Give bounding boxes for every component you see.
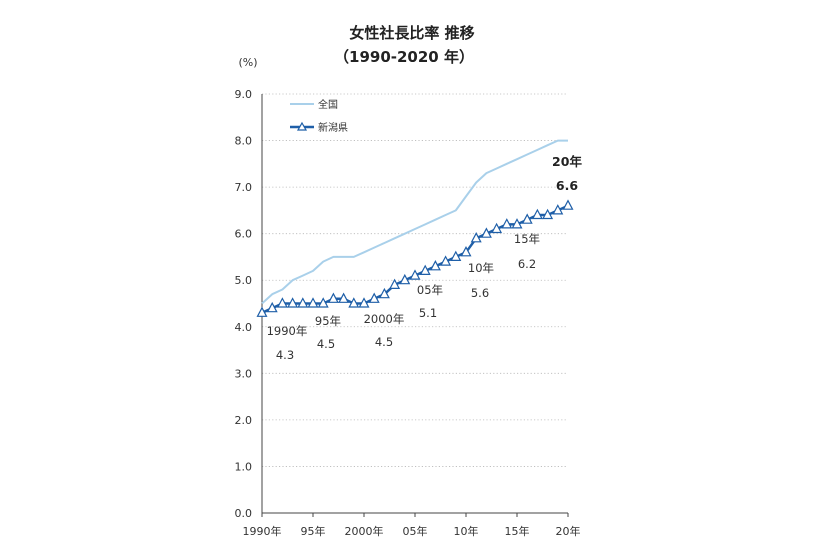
data-point-marker — [491, 222, 503, 234]
data-point-marker — [542, 208, 554, 220]
x-tick-label: 2000年 — [345, 524, 384, 538]
annotation-year: 95年 — [315, 314, 341, 328]
data-point-marker — [399, 273, 411, 285]
annotation-value: 6.2 — [518, 257, 536, 271]
annotation-value: 5.1 — [419, 306, 437, 320]
x-tick-label: 1990年 — [243, 524, 282, 538]
y-tick-label: 7.0 — [235, 181, 253, 194]
annotation-value: 6.6 — [556, 178, 578, 193]
annotation-year: 2000年 — [364, 312, 405, 326]
annotation-value: 4.5 — [317, 337, 335, 351]
gridlines — [262, 93, 568, 467]
data-point-marker — [389, 278, 401, 289]
annotation-year: 10年 — [468, 261, 494, 275]
data-point-marker — [276, 297, 288, 308]
data-point-marker — [419, 264, 431, 275]
x-tick-label: 95年 — [301, 524, 326, 538]
annotation-year: 15年 — [514, 232, 540, 246]
data-point-marker — [338, 292, 350, 303]
data-point-marker — [287, 297, 299, 308]
annotation-value: 5.6 — [471, 286, 489, 300]
data-point-marker — [480, 227, 492, 238]
legend: 全国 新潟県 — [290, 98, 348, 134]
y-tick-label: 8.0 — [235, 135, 253, 148]
data-point-marker — [460, 246, 472, 257]
annotation-value: 4.3 — [276, 348, 294, 362]
data-point-marker — [307, 297, 319, 308]
data-annotations: 1990年 4.3 95年 4.5 2000年 4.5 05年 5.1 10年 5.6 15年 6.2… — [267, 154, 583, 362]
annotation-year: 20年 — [552, 154, 582, 169]
data-point-marker — [297, 297, 309, 308]
y-tick-label: 0.0 — [235, 507, 253, 520]
data-point-marker — [358, 297, 370, 308]
data-point-marker — [552, 204, 564, 215]
annotation-value: 4.5 — [375, 335, 393, 349]
annotation-year: 05年 — [417, 283, 443, 297]
data-point-marker — [511, 218, 523, 229]
x-tick-label: 10年 — [454, 524, 479, 538]
data-point-marker — [378, 287, 390, 299]
data-point-marker — [409, 269, 421, 280]
legend-label-national: 全国 — [318, 98, 338, 111]
x-tick-labels: 1990年 95年 2000年 05年 10年 15年 20年 — [243, 513, 581, 538]
y-tick-label: 4.0 — [235, 321, 253, 334]
data-point-marker — [470, 232, 482, 243]
y-tick-label: 1.0 — [235, 460, 253, 473]
series-line-national — [261, 139, 568, 305]
annotation-year: 1990年 — [267, 324, 308, 338]
x-tick-label: 05年 — [403, 524, 428, 538]
data-point-marker — [368, 292, 380, 303]
data-point-marker — [531, 208, 543, 220]
data-point-marker — [266, 301, 278, 313]
y-axis-label: (%) — [238, 56, 257, 69]
data-point-marker — [440, 255, 452, 266]
data-point-marker — [348, 297, 360, 308]
series-lines — [256, 139, 574, 317]
data-point-marker — [256, 306, 268, 317]
y-tick-label: 3.0 — [235, 367, 253, 380]
x-tick-label: 20年 — [556, 524, 581, 538]
y-tick-label: 6.0 — [235, 228, 253, 241]
x-tick-label: 15年 — [505, 524, 530, 538]
data-point-marker — [562, 199, 574, 210]
y-tick-label: 5.0 — [235, 274, 253, 287]
y-tick-label: 9.0 — [235, 88, 253, 101]
data-point-marker — [429, 260, 441, 271]
data-point-marker — [450, 250, 462, 261]
legend-marker-triangle — [296, 121, 308, 131]
y-tick-labels: 0.0 1.0 2.0 3.0 4.0 5.0 6.0 7.0 8.0 9.0 — [235, 88, 253, 520]
y-tick-label: 2.0 — [235, 414, 253, 427]
data-point-marker — [317, 297, 329, 308]
data-point-marker — [521, 213, 533, 224]
data-point-marker — [327, 292, 339, 303]
data-point-marker — [501, 218, 513, 229]
chart-title: 女性社長比率 推移 — [349, 24, 474, 42]
legend-label-niigata: 新潟県 — [318, 121, 348, 134]
chart-subtitle: （1990-2020 年） — [334, 48, 474, 66]
